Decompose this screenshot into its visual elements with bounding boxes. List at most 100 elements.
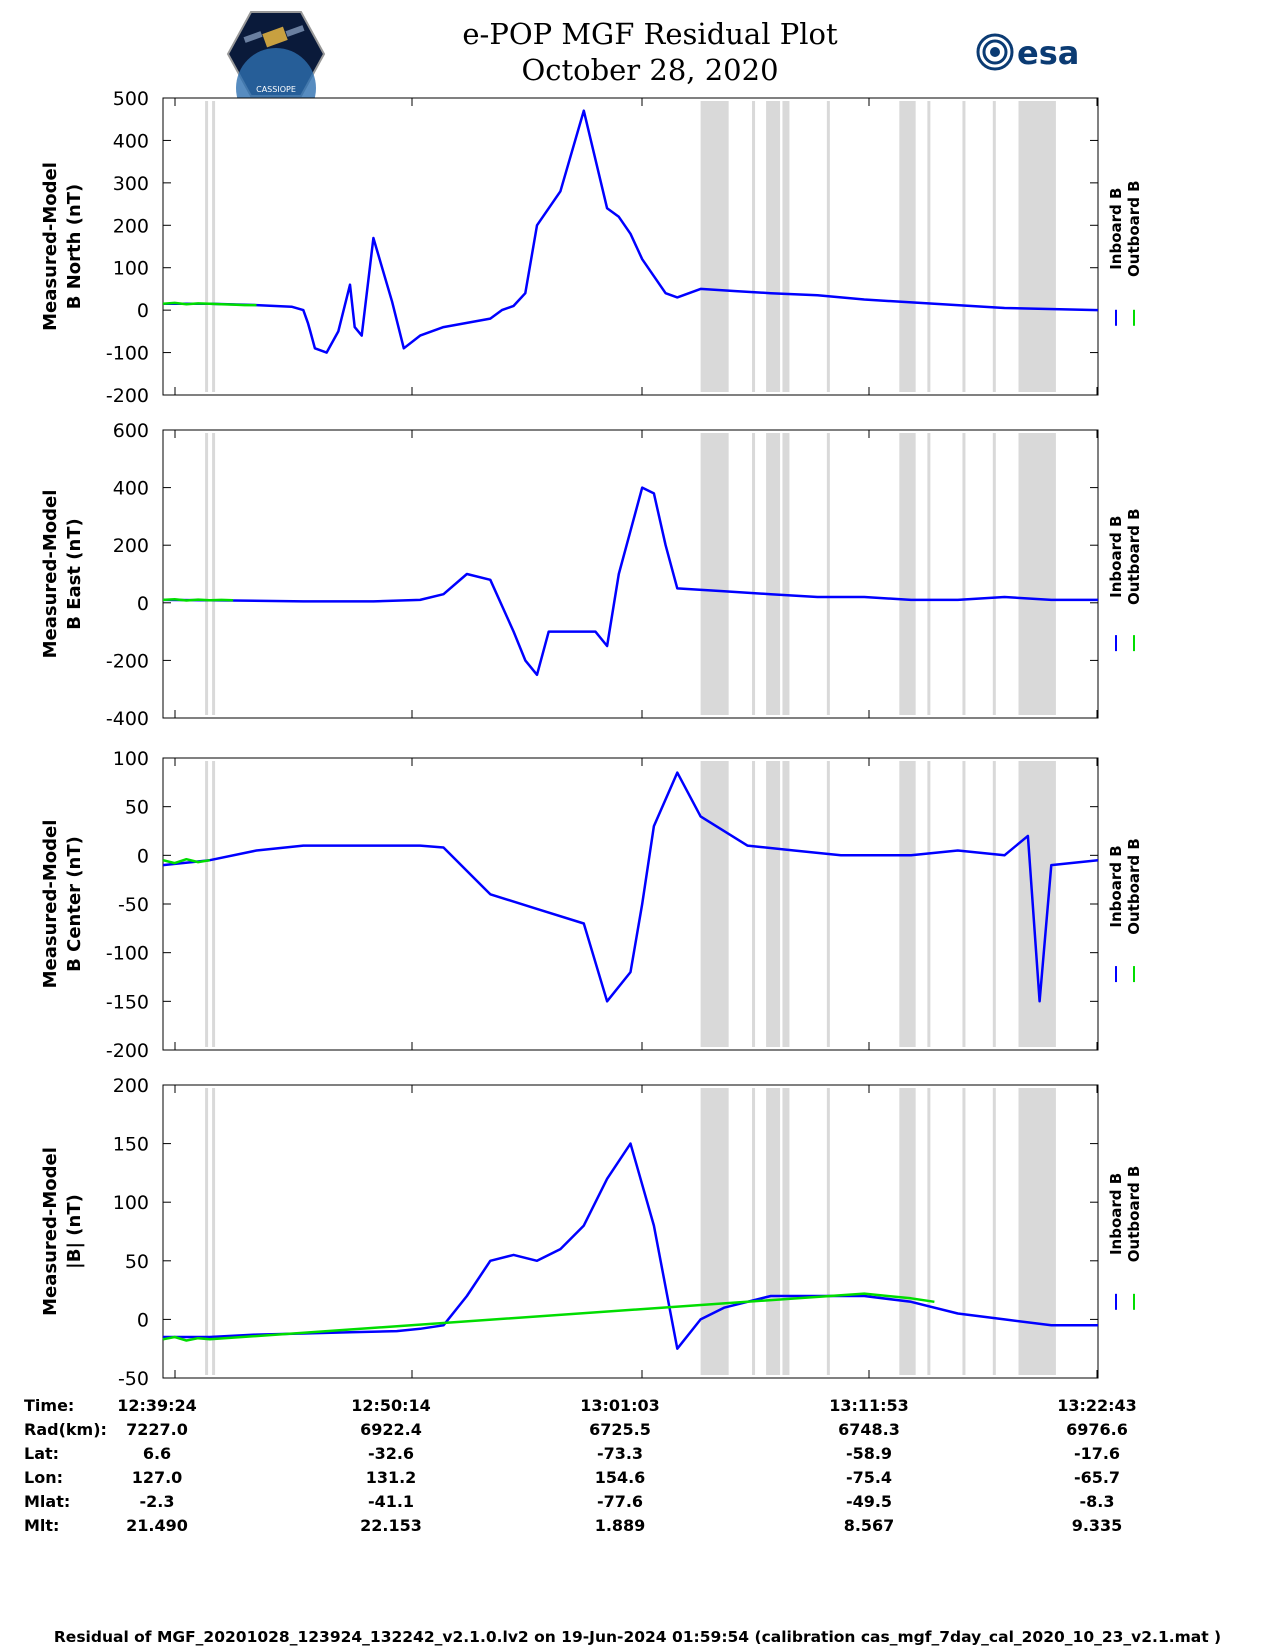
gap-region: [700, 1088, 729, 1375]
gap-region: [826, 101, 830, 392]
orbit-value: -58.9: [846, 1444, 892, 1463]
orbit-value: 1.889: [595, 1516, 646, 1535]
gap-region: [766, 433, 781, 715]
outboard-series-line: [162, 301, 257, 307]
inboard-series-line: [162, 486, 1098, 677]
legend-inboard-label: Inboard B: [1107, 845, 1125, 927]
gap-region: [1018, 433, 1056, 715]
gap-region: [992, 433, 996, 715]
gap-region: [992, 1088, 996, 1375]
panel-3: 100 50 0 -50 -100 -150 -200 Measured-Model B Cen…: [40, 748, 1143, 1062]
gap-region: [782, 1088, 790, 1375]
legend-inboard-label: Inboard B: [1107, 516, 1125, 598]
gap-region: [992, 761, 996, 1047]
gap-region: [962, 433, 966, 715]
gap-region: [992, 101, 996, 392]
gap-region: [1018, 761, 1056, 1047]
gap-region: [826, 761, 830, 1047]
y-tick-label: 600: [113, 420, 149, 442]
orbit-value: -8.3: [1080, 1492, 1115, 1511]
gap-region: [899, 433, 916, 715]
orbit-value: 8.567: [844, 1516, 895, 1535]
orbit-row-label: Mlat:: [24, 1492, 70, 1511]
gap-region: [1018, 101, 1056, 392]
plot-frame: [162, 429, 1099, 719]
gap-region: [205, 761, 209, 1047]
gap-region: [1018, 1088, 1056, 1375]
orbit-value: 6976.6: [1066, 1420, 1128, 1439]
gap-region: [899, 761, 916, 1047]
y-tick-label: 400: [113, 478, 149, 500]
y-tick-label: 150: [113, 1134, 149, 1156]
y-tick-label: 500: [113, 88, 149, 110]
svg-text:esa: esa: [1017, 34, 1079, 72]
y-tick-label: -200: [106, 1040, 149, 1062]
orbit-row-label: Lon:: [24, 1468, 63, 1487]
legend-outboard-label: Outboard B: [1125, 838, 1143, 935]
gap-region: [752, 1088, 756, 1375]
y-tick-label: 300: [113, 173, 149, 195]
gap-region: [826, 1088, 830, 1375]
orbit-value: 6748.3: [838, 1420, 900, 1439]
outboard-series-line: [162, 1292, 935, 1342]
panel-1: 500 400 300 200 100 0 -100 -200 Measured-Model B …: [40, 88, 1143, 407]
title-line-2: October 28, 2020: [521, 53, 779, 87]
gap-region: [782, 101, 790, 392]
legend-outboard-label: Outboard B: [1125, 180, 1143, 277]
orbit-row-label: Lat:: [24, 1444, 59, 1463]
orbit-value: -41.1: [368, 1492, 414, 1511]
orbit-value: -32.6: [368, 1444, 414, 1463]
y-tick-label: 50: [125, 1251, 149, 1273]
gap-region: [782, 761, 790, 1047]
gap-region: [212, 433, 216, 715]
y-axis-label: Measured-Model: [40, 162, 61, 331]
gap-region: [782, 433, 790, 715]
gap-region: [962, 761, 966, 1047]
legend-outboard-label: Outboard B: [1125, 1166, 1143, 1263]
orbit-value: -2.3: [140, 1492, 175, 1511]
orbit-value: 7227.0: [126, 1420, 188, 1439]
svg-text:CASSIOPE: CASSIOPE: [256, 85, 296, 94]
orbit-value: -73.3: [597, 1444, 643, 1463]
gap-region: [212, 1088, 216, 1375]
legend-inboard-label: Inboard B: [1107, 188, 1125, 270]
orbit-row-label: Rad(km):: [24, 1420, 107, 1439]
esa-logo: esa: [976, 33, 1079, 72]
y-axis-label: |B| (nT): [64, 1194, 85, 1269]
y-tick-label: 100: [113, 748, 149, 770]
plot-frame: [162, 757, 1099, 1051]
orbit-value: 6725.5: [589, 1420, 651, 1439]
orbit-row-label: Mlt:: [24, 1516, 59, 1535]
orbit-value: 12:50:14: [351, 1396, 431, 1415]
gap-region: [899, 101, 916, 392]
orbit-value: 131.2: [366, 1468, 417, 1487]
gap-region: [962, 1088, 966, 1375]
outboard-series-line: [162, 598, 234, 602]
y-axis-label: Measured-Model: [40, 490, 61, 659]
y-tick-label: 0: [137, 1309, 149, 1331]
y-tick-label: -400: [106, 708, 149, 730]
y-tick-label: -50: [118, 894, 149, 916]
inboard-series-line: [163, 1142, 1098, 1350]
gap-region: [752, 433, 756, 715]
orbit-value: 22.153: [360, 1516, 422, 1535]
gap-region: [205, 101, 209, 392]
gap-region: [752, 101, 756, 392]
gap-region: [700, 433, 729, 715]
panel-4: 200 150 100 50 0 -50 Measured-Model |B| (nT) Inb…: [40, 1075, 1143, 1390]
gap-region: [927, 1088, 931, 1375]
y-axis-label: Measured-Model: [40, 820, 61, 989]
gap-region: [899, 1088, 916, 1375]
y-tick-label: 200: [113, 535, 149, 557]
y-axis-label: B North (nT): [64, 184, 85, 310]
y-tick-label: -100: [106, 343, 149, 365]
orbit-value: 6922.4: [360, 1420, 422, 1439]
y-tick-label: -200: [106, 385, 149, 407]
y-axis-label: Measured-Model: [40, 1147, 61, 1316]
orbit-value: 13:01:03: [580, 1396, 660, 1415]
y-axis-label: B Center (nT): [64, 836, 85, 972]
orbit-value: 21.490: [126, 1516, 188, 1535]
panel-2: 600 400 200 0 -200 -400 Measured-Model B East (…: [40, 420, 1143, 730]
gap-region: [205, 1088, 209, 1375]
y-tick-label: 50: [125, 797, 149, 819]
